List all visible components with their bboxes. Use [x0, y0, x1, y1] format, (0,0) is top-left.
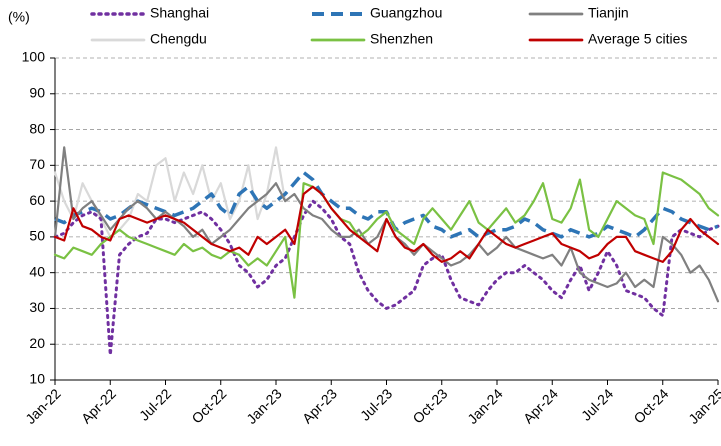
series-line [54, 170, 719, 239]
x-tick-label: Apr-22 [78, 385, 119, 426]
legend-label: Tianjin [588, 5, 629, 21]
y-tick-label: 50 [29, 228, 45, 244]
legend-label: Chengdu [150, 31, 207, 47]
series-line [53, 185, 720, 263]
series-line [53, 199, 720, 357]
x-tick-label: Apr-23 [299, 385, 340, 426]
series-line [53, 171, 720, 299]
y-tick-label: 70 [29, 156, 45, 172]
x-tick-label: Apr-24 [520, 385, 561, 426]
x-tick-label: Jan-25 [685, 385, 721, 427]
legend-label: Average 5 cities [588, 31, 687, 47]
legend-label: Shenzhen [370, 31, 433, 47]
y-tick-label: 80 [29, 120, 45, 136]
y-tick-label: 30 [29, 299, 45, 315]
x-tick-label: Jul-24 [578, 385, 616, 423]
y-tick-label: 60 [29, 192, 45, 208]
x-tick-label: Jan-23 [243, 385, 285, 427]
x-tick-label: Jul-23 [357, 385, 395, 423]
y-tick-label: 10 [29, 371, 45, 387]
x-tick-label: Oct-24 [630, 385, 671, 426]
x-tick-label: Oct-23 [409, 385, 450, 426]
y-tick-label: 40 [29, 263, 45, 279]
x-tick-label: Jul-22 [136, 385, 174, 423]
x-tick-label: Oct-22 [188, 385, 229, 426]
y-axis-label: (%) [8, 9, 30, 25]
y-tick-label: 100 [22, 49, 46, 65]
x-tick-label: Jan-24 [464, 385, 506, 427]
y-tick-label: 90 [29, 84, 45, 100]
y-tick-label: 20 [29, 335, 45, 351]
x-tick-label: Jan-22 [22, 385, 64, 427]
legend-label: Guangzhou [370, 5, 442, 21]
legend-label: Shanghai [150, 5, 209, 21]
